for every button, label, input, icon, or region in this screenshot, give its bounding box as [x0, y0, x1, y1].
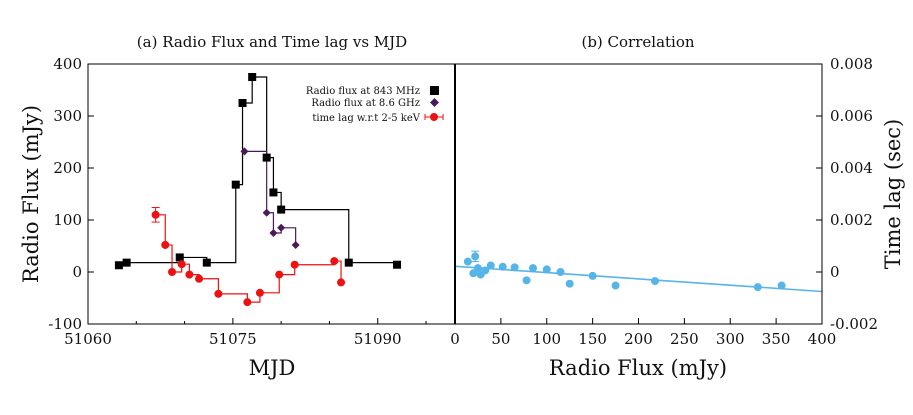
correlation-point — [469, 269, 478, 278]
panel-b-xtick-label: 400 — [808, 330, 837, 348]
panel-b-ytick-label: 0.002 — [830, 211, 873, 229]
correlation-point — [481, 266, 490, 275]
fit-line — [454, 265, 823, 293]
point-86ghz — [277, 223, 286, 232]
point-timelag — [290, 260, 299, 269]
point-86ghz — [262, 208, 271, 217]
series-86ghz-line — [244, 150, 297, 245]
panel-a-xtick-label: 51090 — [354, 330, 402, 348]
panel-b-ytick-label: -0.002 — [830, 315, 878, 333]
panel-b-ytick-label: 0 — [830, 263, 840, 281]
correlation-point — [522, 276, 531, 285]
point-843mhz — [202, 258, 211, 267]
panel-b-ytick-label: 0.008 — [830, 55, 873, 73]
panel-b-xtick-label: 350 — [762, 330, 791, 348]
point-timelag — [151, 210, 160, 219]
panel-a-ytick-label: 300 — [53, 107, 82, 125]
point-86ghz — [240, 147, 249, 156]
legend-marker-circle-errorbar — [424, 113, 444, 121]
point-843mhz — [231, 180, 240, 189]
correlation-point — [510, 263, 519, 272]
legend-marker-square — [430, 86, 439, 95]
panel-a-ytick-label: 200 — [53, 159, 82, 177]
panel-a-x-title: MJD — [249, 356, 296, 380]
panel-b-xtick-label: 250 — [670, 330, 699, 348]
correlation-point — [473, 264, 482, 273]
panel-a-y-title: Radio Flux (mJy) — [19, 105, 43, 283]
point-timelag — [255, 288, 264, 297]
point-timelag — [168, 268, 177, 276]
point-86ghz — [291, 240, 300, 249]
point-timelag — [195, 274, 204, 283]
point-timelag — [214, 289, 223, 298]
panel-b-xtick-label: 50 — [491, 330, 510, 348]
panel-b-ytick-label: 0.004 — [830, 159, 873, 177]
legend-label-timelag: time lag w.r.t 2-5 keV — [312, 113, 420, 124]
legend-label-843mhz: Radio flux at 843 MHz — [306, 86, 420, 97]
panel-b-xtick-label: 100 — [532, 330, 561, 348]
point-843mhz — [393, 260, 402, 269]
correlation-point — [611, 281, 620, 290]
panel-b-ytick-label: 0.006 — [830, 107, 873, 125]
legend-label-86ghz: Radio flux at 8.6 GHz — [311, 98, 420, 109]
correlation-point — [498, 262, 507, 271]
point-timelag — [177, 260, 186, 269]
correlation-point — [528, 264, 537, 273]
point-timelag — [330, 257, 339, 266]
panel-b-x-title: Radio Flux (mJy) — [549, 356, 727, 380]
panel-a-xtick-label: 51075 — [209, 330, 257, 348]
correlation-point — [486, 261, 495, 270]
panel-a-ytick-label: 100 — [53, 211, 82, 229]
point-843mhz — [269, 188, 278, 197]
point-timelag — [161, 240, 170, 249]
panel-b-title: (b) Correlation — [581, 33, 694, 51]
correlation-point — [777, 281, 786, 290]
panel-a-xtick-label: 51060 — [64, 330, 112, 348]
panel-b-y-title: Time lag (sec) — [881, 119, 905, 269]
correlation-point — [753, 283, 762, 292]
correlation-point — [542, 265, 551, 274]
panel-a-ytick-label: 0 — [72, 263, 82, 281]
panel-a-title: (a) Radio Flux and Time lag vs MJD — [137, 33, 407, 51]
correlation-point — [651, 277, 660, 286]
correlation-point — [588, 271, 597, 280]
point-843mhz — [238, 99, 247, 107]
panel-a-ytick-label: -100 — [48, 315, 82, 333]
point-timelag — [243, 298, 252, 307]
legend-marker-diamond — [430, 98, 439, 107]
panel-b-frame — [454, 63, 823, 325]
panel-b-xtick-label: 0 — [450, 330, 460, 348]
correlation-point — [556, 268, 565, 276]
panel-b-xtick-label: 150 — [578, 330, 607, 348]
panel-a-ytick-label: 400 — [53, 55, 82, 73]
panel-b-xtick-label: 300 — [716, 330, 745, 348]
point-86ghz — [269, 229, 278, 237]
point-843mhz — [175, 253, 184, 262]
point-843mhz — [277, 205, 286, 214]
point-843mhz — [248, 73, 257, 81]
point-843mhz — [262, 153, 271, 162]
point-843mhz — [344, 258, 353, 267]
panel-b-xtick-label: 200 — [624, 330, 653, 348]
correlation-point — [471, 252, 480, 261]
point-843mhz — [122, 258, 131, 267]
point-843mhz — [114, 261, 123, 270]
point-timelag — [337, 278, 346, 287]
point-timelag — [275, 270, 284, 279]
legend: Radio flux at 843 MHz Radio flux at 8.6 … — [306, 86, 444, 124]
correlation-point — [463, 257, 472, 266]
point-timelag — [185, 270, 194, 279]
correlation-point — [565, 279, 574, 288]
